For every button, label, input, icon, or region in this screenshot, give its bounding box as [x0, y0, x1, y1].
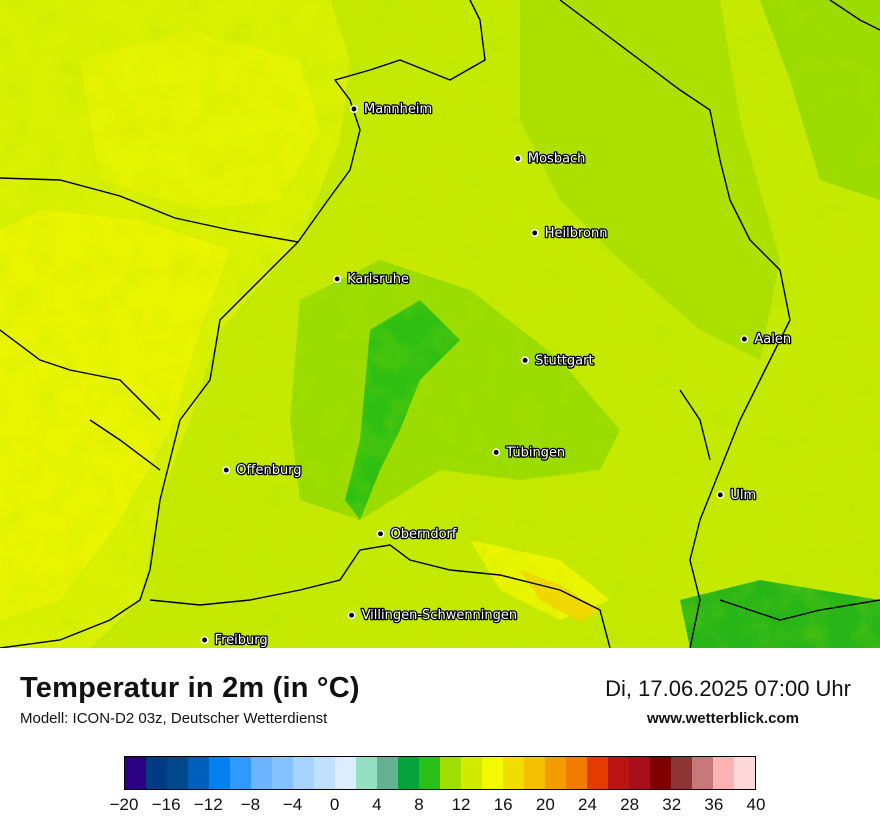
color-swatch [440, 757, 461, 789]
website-link[interactable]: www.wetterblick.com [647, 710, 799, 727]
borders [0, 0, 880, 648]
color-swatch [419, 757, 440, 789]
color-swatch [209, 757, 230, 789]
color-swatch [671, 757, 692, 789]
city-markers: Mannheim Mosbach Heilbronn Karlsruhe Aalen St… [200, 101, 792, 648]
scale-tick-label: −8 [240, 795, 261, 814]
color-scale-bar [124, 756, 756, 790]
model-source: Modell: ICON-D2 03z, Deutscher Wetterdie… [20, 710, 328, 727]
city-marker: Villingen-Schwenningen [347, 607, 518, 625]
scale-tick-label: 32 [662, 795, 682, 814]
color-swatch [608, 757, 629, 789]
city-label: Villingen-Schwenningen [362, 608, 518, 623]
scale-tick-label: −20 [109, 795, 139, 814]
city-dot [716, 490, 725, 499]
color-swatch [566, 757, 587, 789]
city-label: Aalen [754, 332, 791, 347]
scale-tick-label: 40 [746, 795, 766, 814]
city-dot [740, 335, 749, 344]
color-swatch [713, 757, 734, 789]
scale-tick-label: 20 [535, 795, 555, 814]
color-swatch [125, 757, 146, 789]
scale-tick-label: 0 [329, 795, 340, 814]
color-swatch [650, 757, 671, 789]
color-swatch [230, 757, 251, 789]
city-label: Freiburg [215, 633, 268, 648]
scale-tick-label: 36 [704, 795, 724, 814]
forecast-datetime: Di, 17.06.2025 07:00 Uhr [605, 676, 851, 701]
color-swatch [482, 757, 503, 789]
city-marker: Oberndorf [376, 525, 458, 543]
city-dot [350, 105, 358, 113]
color-swatch [314, 757, 335, 789]
city-marker: Heilbronn [530, 225, 609, 242]
city-label: Mosbach [528, 152, 586, 167]
color-swatch [251, 757, 272, 789]
city-label: Heilbronn [545, 226, 608, 241]
city-marker: Offenburg [222, 462, 303, 479]
city-dot [200, 636, 209, 644]
city-label: Oberndorf [391, 527, 457, 542]
color-swatch [272, 757, 293, 789]
city-marker: Stuttgart [521, 352, 595, 370]
color-swatch [356, 757, 377, 789]
color-swatch [146, 757, 167, 789]
color-swatch [188, 757, 209, 789]
city-dot [376, 529, 385, 538]
color-swatch [167, 757, 188, 789]
city-marker: Mosbach [513, 150, 587, 168]
scale-tick-label: 8 [414, 795, 424, 814]
scale-tick-label: 28 [620, 795, 640, 814]
color-swatch [335, 757, 356, 789]
map-canvas: Mannheim Mosbach Heilbronn Karlsruhe Aalen St… [0, 0, 880, 648]
city-marker: Ulm [716, 487, 757, 504]
color-swatch [503, 757, 524, 789]
city-label: Ulm [730, 488, 756, 503]
color-swatch [398, 757, 419, 789]
color-swatch [524, 757, 545, 789]
temperature-map: Mannheim Mosbach Heilbronn Karlsruhe Aalen St… [0, 0, 880, 648]
scale-tick-label: 24 [577, 795, 597, 814]
color-scale-ticks: −20 −16 −12 −8 −4 0 4 8 12 16 20 24 28 32 36 40 [0, 791, 880, 821]
chart-title: Temperatur in 2m (in °C) [20, 672, 360, 704]
city-dot [492, 448, 501, 457]
scale-tick-label: 16 [493, 795, 513, 814]
color-swatch [734, 757, 755, 789]
color-swatch [629, 757, 650, 789]
color-swatch [587, 757, 608, 789]
city-dot [222, 466, 231, 475]
city-label: Offenburg [236, 463, 301, 478]
scale-tick-label: −4 [282, 795, 303, 814]
field-texture [0, 0, 880, 648]
city-marker: Tübingen [492, 444, 566, 462]
city-label: Stuttgart [535, 353, 593, 368]
footer: Temperatur in 2m (in °C) Modell: ICON-D2… [0, 648, 880, 830]
city-marker: Freiburg [200, 632, 269, 648]
city-dot [347, 611, 356, 620]
city-marker: Karlsruhe [333, 271, 410, 288]
city-dot [333, 274, 342, 283]
city-dot [513, 154, 522, 163]
city-marker: Aalen [740, 331, 792, 348]
color-swatch [461, 757, 482, 789]
color-swatch [692, 757, 713, 789]
scale-tick-label: 4 [372, 795, 382, 814]
city-label: Mannheim [364, 102, 432, 117]
color-swatch [293, 757, 314, 789]
scale-tick-label: 12 [451, 795, 471, 814]
city-label: Karlsruhe [347, 272, 409, 287]
scale-tick-label: −16 [151, 795, 181, 814]
color-swatch [377, 757, 398, 789]
city-marker: Mannheim [350, 101, 433, 118]
color-swatch [545, 757, 566, 789]
city-dot [530, 228, 539, 237]
city-label: Tübingen [505, 445, 565, 460]
scale-tick-label: −12 [193, 795, 223, 814]
city-dot [521, 356, 530, 365]
